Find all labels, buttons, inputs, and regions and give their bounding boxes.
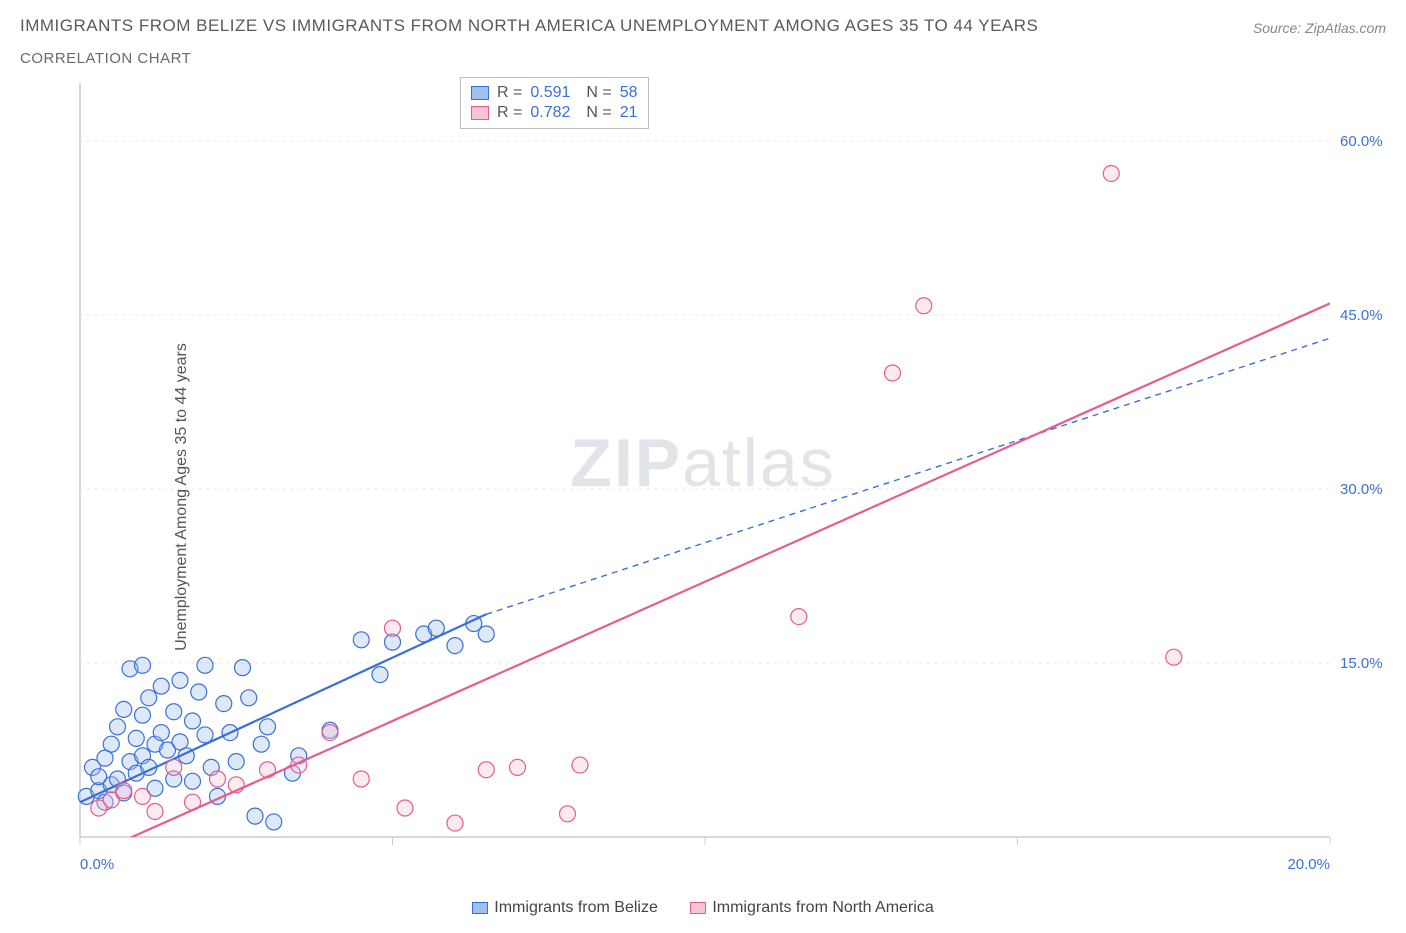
legend-swatch-belize — [471, 86, 489, 100]
svg-text:30.0%: 30.0% — [1340, 481, 1383, 498]
correlation-chart: Unemployment Among Ages 35 to 44 years Z… — [20, 77, 1386, 917]
correlation-legend: R = 0.591 N = 58 R = 0.782 N = 21 — [460, 77, 649, 129]
svg-text:15.0%: 15.0% — [1340, 655, 1383, 672]
page-subtitle: CORRELATION CHART — [20, 50, 1386, 67]
chart-svg: 15.0% 30.0% 45.0% 60.0% 0.0% 20.0% — [20, 77, 1386, 887]
y-axis-label: Unemployment Among Ages 35 to 44 years — [173, 343, 191, 651]
series-legend: Immigrants from Belize Immigrants from N… — [20, 899, 1386, 919]
legend-swatch-north-america — [471, 106, 489, 120]
legend-row-north-america: R = 0.782 N = 21 — [471, 104, 638, 122]
page-title: IMMIGRANTS FROM BELIZE VS IMMIGRANTS FRO… — [20, 16, 1038, 36]
svg-text:60.0%: 60.0% — [1340, 133, 1383, 150]
legend-swatch-icon — [690, 902, 706, 914]
legend-row-belize: R = 0.591 N = 58 — [471, 84, 638, 102]
source-credit: Source: ZipAtlas.com — [1253, 20, 1386, 36]
svg-text:20.0%: 20.0% — [1287, 856, 1330, 873]
legend-item-north-america: Immigrants from North America — [690, 899, 933, 917]
legend-item-belize: Immigrants from Belize — [472, 899, 658, 917]
svg-text:45.0%: 45.0% — [1340, 307, 1383, 324]
svg-text:0.0%: 0.0% — [80, 856, 114, 873]
legend-swatch-icon — [472, 902, 488, 914]
